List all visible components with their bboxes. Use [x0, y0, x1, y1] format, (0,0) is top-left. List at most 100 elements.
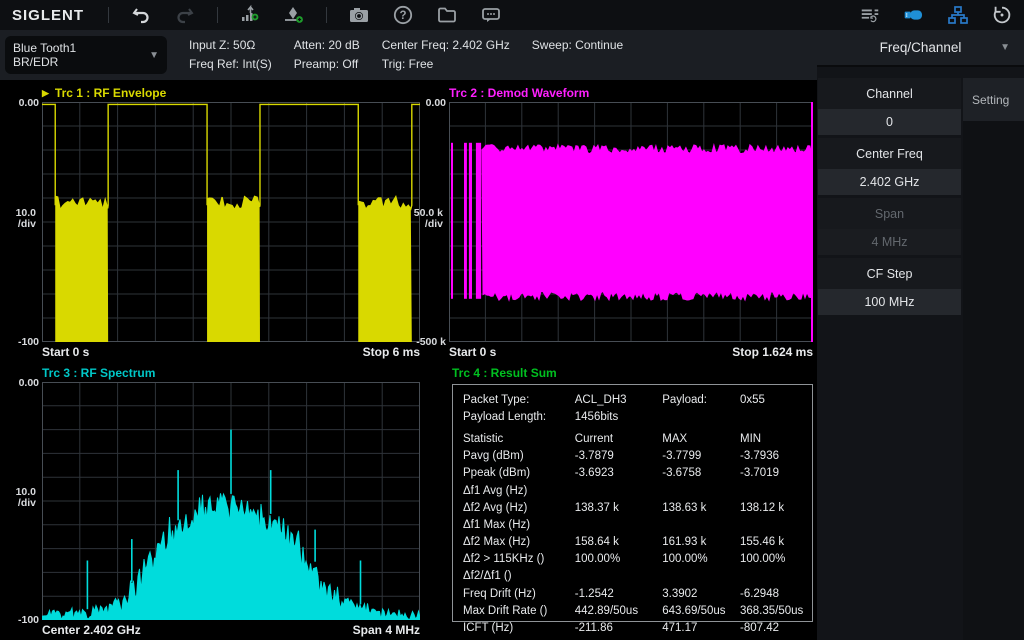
- table-cell: 442.89/50us: [575, 605, 662, 617]
- trc3-y-axis: 0.00 10.0/div -100: [14, 382, 42, 620]
- menu-button-label: Span: [818, 198, 961, 229]
- table-row: Max Drift Rate ()442.89/50us643.69/50us3…: [463, 602, 808, 619]
- trc3-panel[interactable]: Trc 3 : RF Spectrum 0.00 10.0/div -100 C…: [14, 364, 420, 637]
- table-cell: -3.6758: [662, 467, 740, 479]
- menu-button-value: 0: [818, 109, 961, 135]
- table-cell: Pavg (dBm): [463, 450, 575, 462]
- input-settings: Input Z: 50ΩFreq Ref: Int(S): [189, 36, 272, 74]
- table-row: Packet Type:ACL_DH3Payload:0x55: [463, 391, 808, 408]
- table-cell: -1.2542: [575, 588, 662, 600]
- table-cell: Δf2 Avg (Hz): [463, 502, 575, 514]
- table-cell: 158.64 k: [575, 536, 662, 548]
- camera-icon[interactable]: [348, 4, 370, 26]
- table-cell: MIN: [740, 433, 808, 445]
- table-cell: -211.86: [575, 622, 662, 634]
- table-cell: 138.12 k: [740, 502, 808, 514]
- table-cell: Δf1 Avg (Hz): [463, 485, 575, 497]
- table-cell: -3.7936: [740, 450, 808, 462]
- help-question-glyph: ?: [400, 10, 407, 22]
- table-cell: Δf2 > 115KHz (): [463, 553, 575, 565]
- freq-trig-settings: Center Freq: 2.402 GHzTrig: Free: [382, 36, 510, 74]
- redo-icon[interactable]: [174, 4, 196, 26]
- help-icon[interactable]: ?: [392, 4, 414, 26]
- menu-dropdown-icon: ▼: [1000, 42, 1010, 53]
- trc2-plot[interactable]: [449, 102, 813, 342]
- table-cell: -6.2948: [740, 588, 808, 600]
- table-row: Pavg (dBm)-3.7879-3.7799-3.7936: [463, 448, 808, 465]
- mode-sub: BR/EDR: [13, 55, 149, 69]
- trc1-panel[interactable]: ▶ Trc 1 : RF Envelope 0.00 10.0/div -100…: [14, 84, 420, 359]
- history-icon[interactable]: [991, 4, 1013, 26]
- preset-list-icon[interactable]: [859, 4, 881, 26]
- menu-header[interactable]: Freq/Channel ▼: [817, 30, 1024, 67]
- table-cell: ACL_DH3: [575, 394, 662, 406]
- file-icon[interactable]: [436, 4, 458, 26]
- analyzer-screen: SIGLENT ?: [0, 0, 1024, 640]
- table-cell: 3.3902: [662, 588, 740, 600]
- table-cell: Freq Drift (Hz): [463, 588, 575, 600]
- atten-settings: Atten: 20 dBPreamp: Off: [294, 36, 360, 74]
- table-cell: 0x55: [740, 394, 808, 406]
- menu-button-channel[interactable]: Channel0: [818, 78, 961, 135]
- table-cell: -3.7019: [740, 467, 808, 479]
- undo-icon[interactable]: [130, 4, 152, 26]
- table-cell: MAX: [662, 433, 740, 445]
- menu-button-column: Channel0Center Freq2.402 GHzSpan4 MHzCF …: [818, 78, 961, 318]
- trc2-panel[interactable]: Trc 2 : Demod Waveform 0.00 50.0 k/div -…: [420, 84, 813, 359]
- table-cell: Ppeak (dBm): [463, 467, 575, 479]
- menu-button-value: 100 MHz: [818, 289, 961, 315]
- trc3-title: Trc 3 : RF Spectrum: [14, 364, 420, 382]
- table-cell: Packet Type:: [463, 394, 575, 406]
- table-cell: ICFT (Hz): [463, 622, 575, 634]
- trc3-x-labels: Center 2.402 GHzSpan 4 MHz: [14, 623, 420, 637]
- table-cell: Δf2 Max (Hz): [463, 536, 575, 548]
- trc4-title: Trc 4 : Result Sum: [444, 364, 813, 382]
- trc1-y-axis: 0.00 10.0/div -100: [14, 102, 42, 342]
- table-cell: Δf1 Max (Hz): [463, 519, 575, 531]
- sweep-settings: Sweep: Continue: [532, 36, 623, 55]
- table-cell: 161.93 k: [662, 536, 740, 548]
- table-cell: 368.35/50us: [740, 605, 808, 617]
- add-trace-icon[interactable]: [239, 4, 261, 26]
- table-cell: -3.7799: [662, 450, 740, 462]
- trc2-title: Trc 2 : Demod Waveform: [420, 84, 813, 102]
- table-cell: -3.6923: [575, 467, 662, 479]
- table-cell: 643.69/50us: [662, 605, 740, 617]
- table-cell: 100.00%: [662, 553, 740, 565]
- mode-name: Blue Tooth1: [13, 41, 149, 55]
- table-row: Δf2 > 115KHz ()100.00%100.00%100.00%: [463, 551, 808, 568]
- tab-setting[interactable]: Setting: [963, 78, 1024, 121]
- menu-button-value: 2.402 GHz: [818, 169, 961, 195]
- side-menu: Freq/Channel ▼ Channel0Center Freq2.402 …: [817, 30, 1024, 640]
- message-icon[interactable]: [480, 4, 502, 26]
- trc3-plot[interactable]: [42, 382, 420, 620]
- measure-mode-dropdown[interactable]: Blue Tooth1 BR/EDR ▼: [5, 36, 167, 74]
- table-row: Δf1 Avg (Hz): [463, 482, 808, 499]
- table-cell: Δf2/Δf1 (): [463, 570, 575, 582]
- add-marker-icon[interactable]: [283, 4, 305, 26]
- usb-icon[interactable]: [903, 4, 925, 26]
- lan-icon[interactable]: [947, 4, 969, 26]
- trc2-x-labels: Start 0 sStop 1.624 ms: [420, 345, 813, 359]
- table-row: Δf2 Max (Hz)158.64 k161.93 k155.46 k: [463, 534, 808, 551]
- table-cell: 155.46 k: [740, 536, 808, 548]
- menu-button-label: CF Step: [818, 258, 961, 289]
- toolbar-divider: [108, 7, 109, 23]
- menu-button-cf-step[interactable]: CF Step100 MHz: [818, 258, 961, 315]
- table-cell: 100.00%: [575, 553, 662, 565]
- chevron-down-icon: ▼: [149, 50, 159, 61]
- table-row: Ppeak (dBm)-3.6923-3.6758-3.7019: [463, 465, 808, 482]
- result-sum-table: Packet Type:ACL_DH3Payload:0x55Payload L…: [452, 384, 813, 622]
- menu-button-center-freq[interactable]: Center Freq2.402 GHz: [818, 138, 961, 195]
- trc1-plot[interactable]: [42, 102, 420, 342]
- menu-button-label: Center Freq: [818, 138, 961, 169]
- table-cell: Payload:: [662, 394, 740, 406]
- table-cell: -3.7879: [575, 450, 662, 462]
- setting-strip: Setting: [963, 78, 1024, 640]
- menu-button-value: 4 MHz: [818, 229, 961, 255]
- siglent-logo: SIGLENT: [12, 7, 84, 24]
- table-row: Δf2 Avg (Hz)138.37 k138.63 k138.12 k: [463, 499, 808, 516]
- table-row: ICFT (Hz)-211.86471.17-807.42: [463, 619, 808, 636]
- trc4-panel[interactable]: Trc 4 : Result Sum Packet Type:ACL_DH3Pa…: [444, 364, 813, 622]
- table-cell: 138.37 k: [575, 502, 662, 514]
